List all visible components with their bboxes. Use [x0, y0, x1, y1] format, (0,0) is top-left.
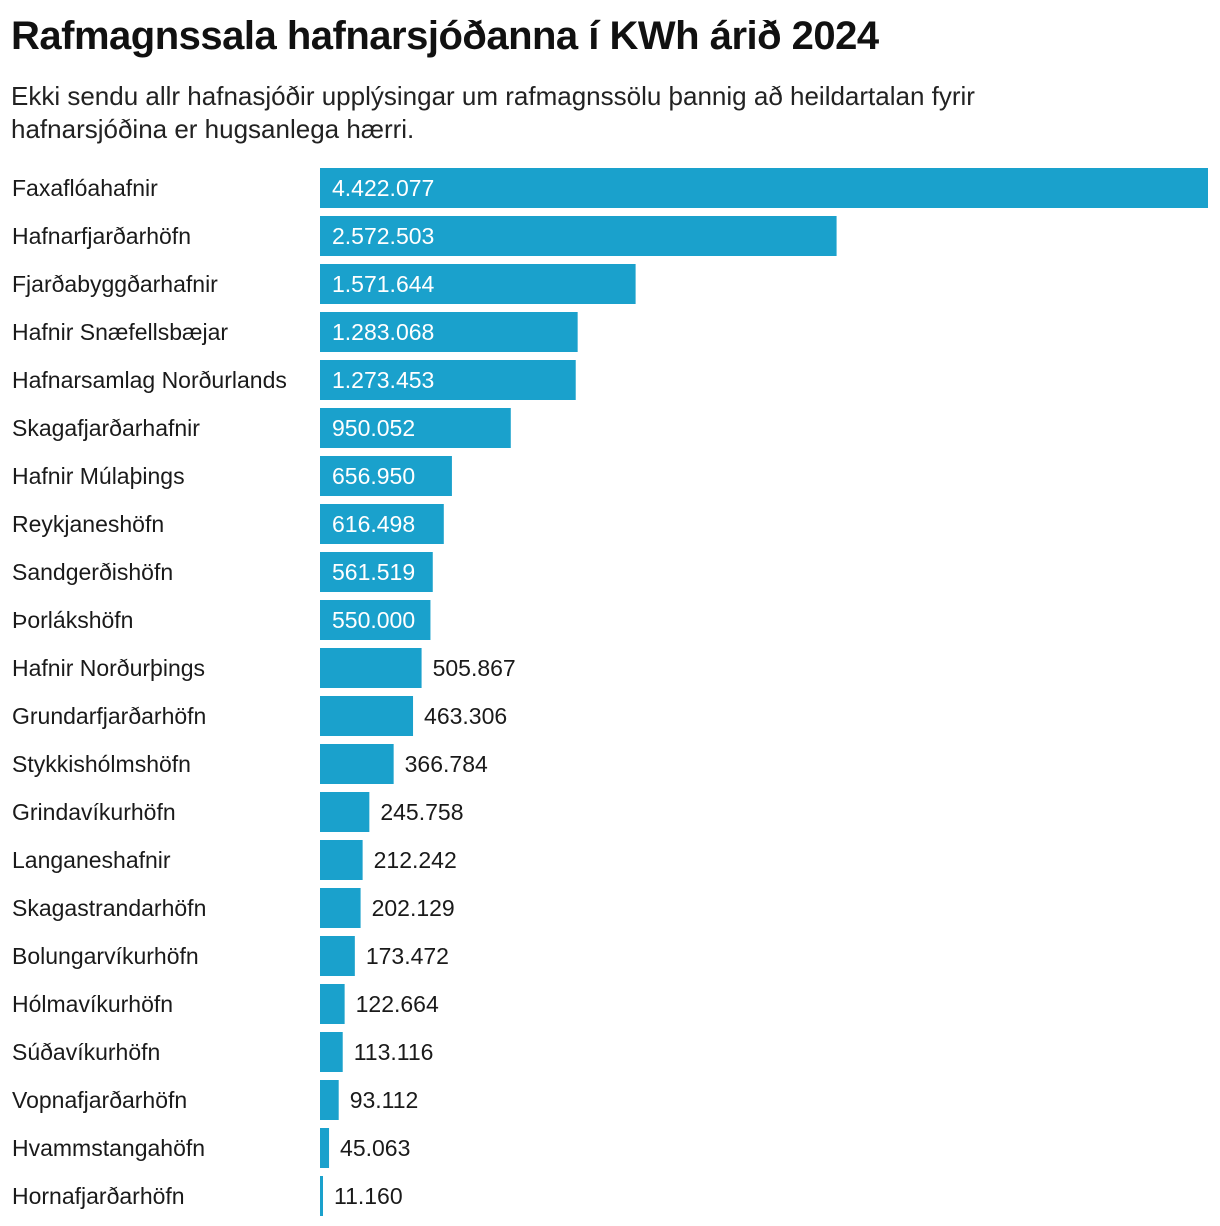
category-label: Hafnir Múlaþings [12, 463, 185, 489]
bar-row-hafnarfjardarhofn: Hafnarfjarðarhöfn 2.572.503 [12, 216, 837, 256]
chart-subtitle: Ekki sendu allr hafnasjóðir upplýsingar … [11, 81, 975, 144]
bar [320, 1128, 330, 1168]
category-label: Skagastrandarhöfn [12, 895, 206, 921]
bar-row-grindavikurhofn: Grindavíkurhöfn 245.758 [12, 792, 463, 832]
bar [320, 552, 433, 592]
bar-row-hafnarsamlag-nordurlands: Hafnarsamlag Norðurlands 1.273.453 [12, 360, 576, 400]
category-label: Hornafjarðarhöfn [12, 1183, 185, 1209]
value-label: 202.129 [372, 895, 455, 921]
bar-row-langaneshafnir: Langaneshafnir 212.242 [12, 840, 457, 880]
value-label: 656.950 [332, 463, 415, 489]
value-label: 550.000 [332, 607, 415, 633]
bar [320, 408, 511, 448]
category-label: Hafnarfjarðarhöfn [12, 223, 191, 249]
bar [320, 456, 452, 496]
bar-row-hafnir-nordurthings: Hafnir Norðurþings 505.867 [12, 648, 516, 688]
category-label: Grundarfjarðarhöfn [12, 703, 206, 729]
value-label: 366.784 [405, 751, 488, 777]
bar [320, 648, 422, 688]
category-label: Hólmavíkurhöfn [12, 991, 173, 1017]
value-label: 93.112 [350, 1087, 419, 1113]
category-label: Þorlákshöfn [12, 607, 133, 633]
bar-row-sandgerdishofn: Sandgerðishöfn 561.519 [12, 552, 433, 592]
bar-row-hafnir-snaefellsbaejar: Hafnir Snæfellsbæjar 1.283.068 [12, 312, 578, 352]
bar [320, 168, 1208, 208]
bar [320, 1080, 339, 1120]
bar [320, 840, 363, 880]
bar [320, 792, 370, 832]
value-label: 245.758 [380, 799, 463, 825]
bar-row-sudavikurhofn: Súðavíkurhöfn 113.116 [12, 1032, 433, 1072]
value-label: 561.519 [332, 559, 415, 585]
bar-row-faxafloahafnir: Faxaflóahafnir 4.422.077 [12, 168, 1208, 208]
bar [320, 888, 361, 928]
category-label: Súðavíkurhöfn [12, 1039, 160, 1065]
value-label: 122.664 [356, 991, 439, 1017]
value-label: 463.306 [424, 703, 507, 729]
bar-chart: Faxaflóahafnir 4.422.077 Hafnarfjarðarhöfn… [12, 168, 1208, 1216]
bar [320, 504, 444, 544]
category-label: Hafnir Snæfellsbæjar [12, 319, 228, 345]
value-label: 950.052 [332, 415, 415, 441]
bar-row-thorlakshofn: Þorlákshöfn 550.000 [12, 600, 431, 640]
value-label: 45.063 [340, 1135, 410, 1161]
category-label: Hafnir Norðurþings [12, 655, 205, 681]
value-label: 1.571.644 [332, 271, 435, 297]
bar-row-reykjaneshofn: Reykjaneshöfn 616.498 [12, 504, 444, 544]
value-label: 212.242 [374, 847, 457, 873]
bar-row-hvammstangahofn: Hvammstangahöfn 45.063 [12, 1128, 410, 1168]
bar [320, 216, 837, 256]
bar-row-grundarfjardarhofn: Grundarfjarðarhöfn 463.306 [12, 696, 507, 736]
category-label: Sandgerðishöfn [12, 559, 173, 585]
value-label: 113.116 [354, 1039, 434, 1065]
value-label: 11.160 [334, 1183, 403, 1209]
value-label: 1.273.453 [332, 367, 434, 393]
category-label: Faxaflóahafnir [12, 175, 158, 201]
value-label: 173.472 [366, 943, 449, 969]
value-label: 4.422.077 [332, 175, 434, 201]
bar-row-skagastrandarhofn: Skagastrandarhöfn 202.129 [12, 888, 455, 928]
bar-row-hafnir-mulathings: Hafnir Múlaþings 656.950 [12, 456, 452, 496]
bar-row-hornafjardarhofn: Hornafjarðarhöfn 11.160 [12, 1176, 403, 1216]
value-label: 505.867 [433, 655, 516, 681]
bar-row-stykkisholmshofn: Stykkishólmshöfn 366.784 [12, 744, 488, 784]
bar [320, 1032, 343, 1072]
category-label: Fjarðabyggðarhafnir [12, 271, 218, 297]
category-label: Vopnafjarðarhöfn [12, 1087, 187, 1113]
bar [320, 360, 576, 400]
value-label: 616.498 [332, 511, 415, 537]
value-label: 1.283.068 [332, 319, 434, 345]
category-label: Stykkishólmshöfn [12, 751, 191, 777]
bar [320, 264, 636, 304]
category-label: Skagafjarðarhafnir [12, 415, 200, 441]
bar [320, 312, 578, 352]
bar-row-bolungarvikurhofn: Bolungarvíkurhöfn 173.472 [12, 936, 449, 976]
bar [320, 600, 431, 640]
bar [320, 984, 345, 1024]
chart-title: Rafmagnssala hafnarsjóðanna í KWh árið 2… [11, 14, 879, 58]
bar-row-skagafjardarhafnir: Skagafjarðarhafnir 950.052 [12, 408, 511, 448]
category-label: Grindavíkurhöfn [12, 799, 176, 825]
category-label: Hvammstangahöfn [12, 1135, 205, 1161]
bar [320, 1176, 323, 1216]
bar [320, 936, 355, 976]
category-label: Bolungarvíkurhöfn [12, 943, 199, 969]
bar-row-vopnafjardarhofn: Vopnafjarðarhöfn 93.112 [12, 1080, 418, 1120]
category-label: Langaneshafnir [12, 847, 171, 873]
bar-row-holmavikurhofn: Hólmavíkurhöfn 122.664 [12, 984, 439, 1024]
bar [320, 696, 414, 736]
bar [320, 744, 394, 784]
category-label: Hafnarsamlag Norðurlands [12, 367, 287, 393]
category-label: Reykjaneshöfn [12, 511, 164, 537]
bar-row-fjardabyggdarhafnir: Fjarðabyggðarhafnir 1.571.644 [12, 264, 636, 304]
value-label: 2.572.503 [332, 223, 434, 249]
